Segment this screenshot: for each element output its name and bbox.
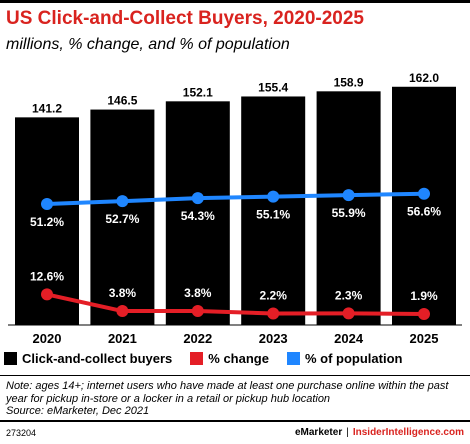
point-change-2022 xyxy=(191,305,204,318)
legend-label-change: % change xyxy=(208,351,269,366)
point-of-population-2020 xyxy=(41,198,53,210)
bar-label-2024: 158.9 xyxy=(334,75,364,89)
point-change-2023 xyxy=(267,307,280,320)
chart-title: US Click-and-Collect Buyers, 2020-2025 xyxy=(6,8,364,29)
point-label-change-2024: 2.3% xyxy=(335,288,363,302)
point-of-population-2021 xyxy=(116,195,129,208)
brand-separator: | xyxy=(346,427,349,438)
legend-swatch-change xyxy=(190,352,204,365)
point-label-change-2025: 1.9% xyxy=(410,289,438,303)
chart-area: 141.2 146.5 152.1 155.4 158.9 162.0 12.6% 3.8% 3… xyxy=(8,71,462,346)
x-tick-label-2025: 2025 xyxy=(410,331,439,346)
legend-label-buyers: Click-and-collect buyers xyxy=(22,351,173,366)
bar-label-2020: 141.2 xyxy=(32,101,62,115)
x-tick-label-2024: 2024 xyxy=(334,331,364,346)
note-rule xyxy=(0,375,470,376)
point-label-change-2020: 12.6% xyxy=(30,269,64,283)
brand-insiderintelligence-link[interactable]: InsiderIntelligence.com xyxy=(352,427,464,438)
legend-swatch-population xyxy=(286,352,300,365)
x-tick-label-2021: 2021 xyxy=(108,331,137,346)
bar-2023 xyxy=(241,96,306,326)
point-label-change-2023: 2.2% xyxy=(260,289,288,303)
legend-swatch-buyers xyxy=(4,352,17,365)
point-change-2025 xyxy=(418,308,430,320)
x-tick-label-2020: 2020 xyxy=(33,331,62,346)
legend-item-population: % of population xyxy=(286,351,403,366)
point-label-of-population-2021: 52.7% xyxy=(105,212,139,226)
chart-note: Note: ages 14+; internet users who have … xyxy=(6,380,466,418)
legend-item-change: % change xyxy=(190,351,269,366)
bar-label-2023: 155.4 xyxy=(258,80,288,94)
legend: Click-and-collect buyers % change % of p… xyxy=(4,351,420,366)
brand-emarketer: eMarketer xyxy=(294,427,343,438)
bar-2021 xyxy=(90,109,155,325)
x-tick-label-2022: 2022 xyxy=(183,331,212,346)
point-label-change-2022: 3.8% xyxy=(184,286,212,300)
point-change-2024 xyxy=(342,307,355,320)
point-label-of-population-2025: 56.6% xyxy=(407,205,441,219)
point-label-of-population-2022: 54.3% xyxy=(181,209,215,223)
chart-subtitle: millions, % change, and % of population xyxy=(6,36,290,53)
chart-id: 273204 xyxy=(6,428,37,438)
bar-label-2025: 162.0 xyxy=(409,71,439,85)
source-text: Source: eMarketer, Dec 2021 xyxy=(6,405,150,417)
point-label-of-population-2024: 55.9% xyxy=(332,206,366,220)
note-text: Note: ages 14+; internet users who have … xyxy=(6,380,449,405)
point-of-population-2025 xyxy=(418,187,430,200)
legend-label-population: % of population xyxy=(304,351,403,366)
point-of-population-2024 xyxy=(342,189,355,202)
legend-item-buyers: Click-and-collect buyers xyxy=(4,351,172,366)
point-label-change-2021: 3.8% xyxy=(109,286,137,300)
bar-2022 xyxy=(165,101,230,325)
footer-brand: eMarketer | InsiderIntelligence.com xyxy=(295,427,464,438)
bar-2025 xyxy=(392,86,456,325)
bar-label-2021: 146.5 xyxy=(107,94,137,108)
bar-label-2022: 152.1 xyxy=(183,85,213,99)
point-of-population-2022 xyxy=(191,192,204,205)
point-label-of-population-2023: 55.1% xyxy=(256,208,290,222)
point-of-population-2023 xyxy=(267,190,280,203)
series-line-of-population xyxy=(46,191,425,206)
point-change-2020 xyxy=(41,288,53,301)
footer-rule xyxy=(0,420,470,422)
point-change-2021 xyxy=(116,305,129,318)
bar-2024 xyxy=(316,91,381,325)
point-label-of-population-2020: 51.2% xyxy=(30,215,64,229)
top-rule xyxy=(0,0,470,3)
series-line-change xyxy=(46,292,425,316)
x-tick-label-2023: 2023 xyxy=(259,331,288,346)
